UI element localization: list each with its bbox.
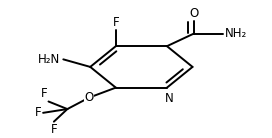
Text: F: F [41,87,47,100]
Text: F: F [51,123,57,136]
Text: O: O [84,91,94,104]
Text: H₂N: H₂N [38,53,61,66]
Text: NH₂: NH₂ [225,27,247,40]
Text: F: F [35,106,42,119]
Text: F: F [113,16,119,29]
Text: N: N [165,92,174,105]
Text: O: O [189,7,199,20]
